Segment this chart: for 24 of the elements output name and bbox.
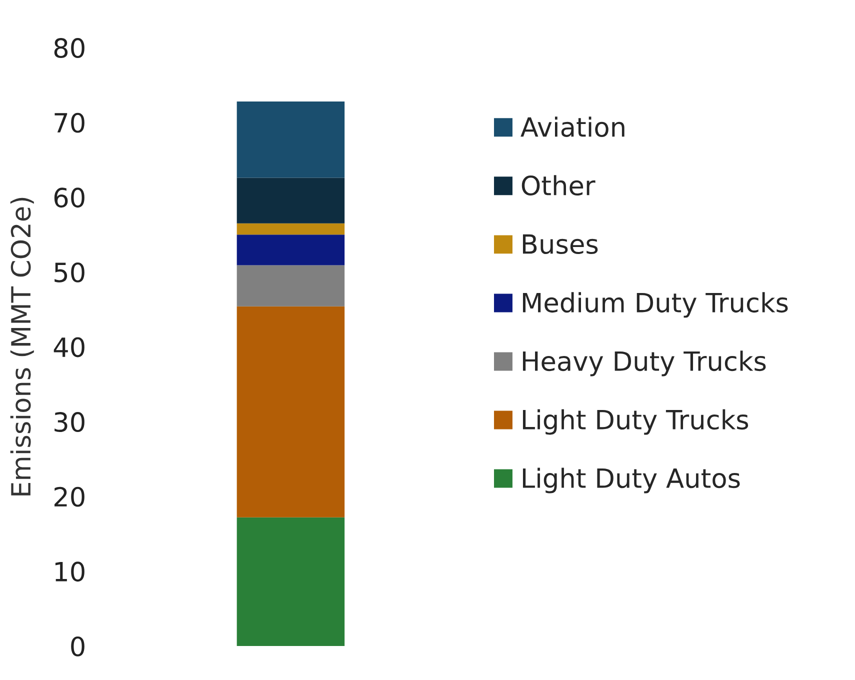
bar: [236, 265, 345, 306]
bar: [236, 223, 345, 235]
bar: [236, 178, 345, 224]
bar: [236, 234, 345, 266]
y-tick-label: 20: [54, 486, 84, 507]
bar: [236, 101, 345, 178]
y-tick-label: 0: [71, 636, 84, 656]
y-tick-label: 50: [54, 262, 84, 282]
bar: [236, 306, 345, 518]
legend-label: Light Duty Trucks: [522, 409, 748, 435]
y-tick-label: 80: [54, 38, 84, 58]
legend-label: Buses: [522, 234, 598, 254]
y-tick-label: 10: [55, 562, 84, 582]
y-tick-label: 60: [54, 188, 84, 208]
legend-label: Other: [522, 175, 596, 196]
y-tick-label: 40: [54, 337, 84, 358]
legend-label: Light Duty Autos: [522, 468, 740, 494]
y-axis-title: Emissions (MMT CO2e): [10, 198, 34, 496]
legend-label: Medium Duty Trucks: [522, 292, 788, 318]
bar: [236, 517, 345, 646]
y-tick-label: 30: [54, 412, 84, 432]
y-tick-label: 70: [54, 112, 84, 133]
legend-label: Aviation: [520, 116, 624, 137]
legend-label: Heavy Duty Trucks: [522, 350, 766, 376]
